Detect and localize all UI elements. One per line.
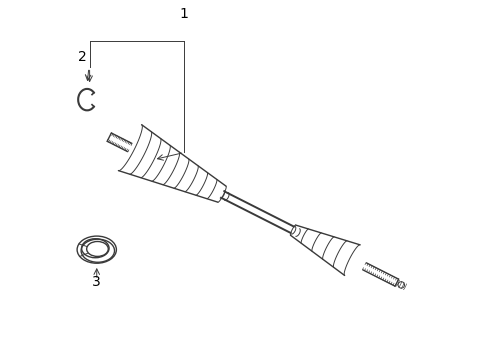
Text: 1: 1 xyxy=(180,7,189,21)
Text: 2: 2 xyxy=(78,50,87,64)
Text: 3: 3 xyxy=(93,275,101,289)
